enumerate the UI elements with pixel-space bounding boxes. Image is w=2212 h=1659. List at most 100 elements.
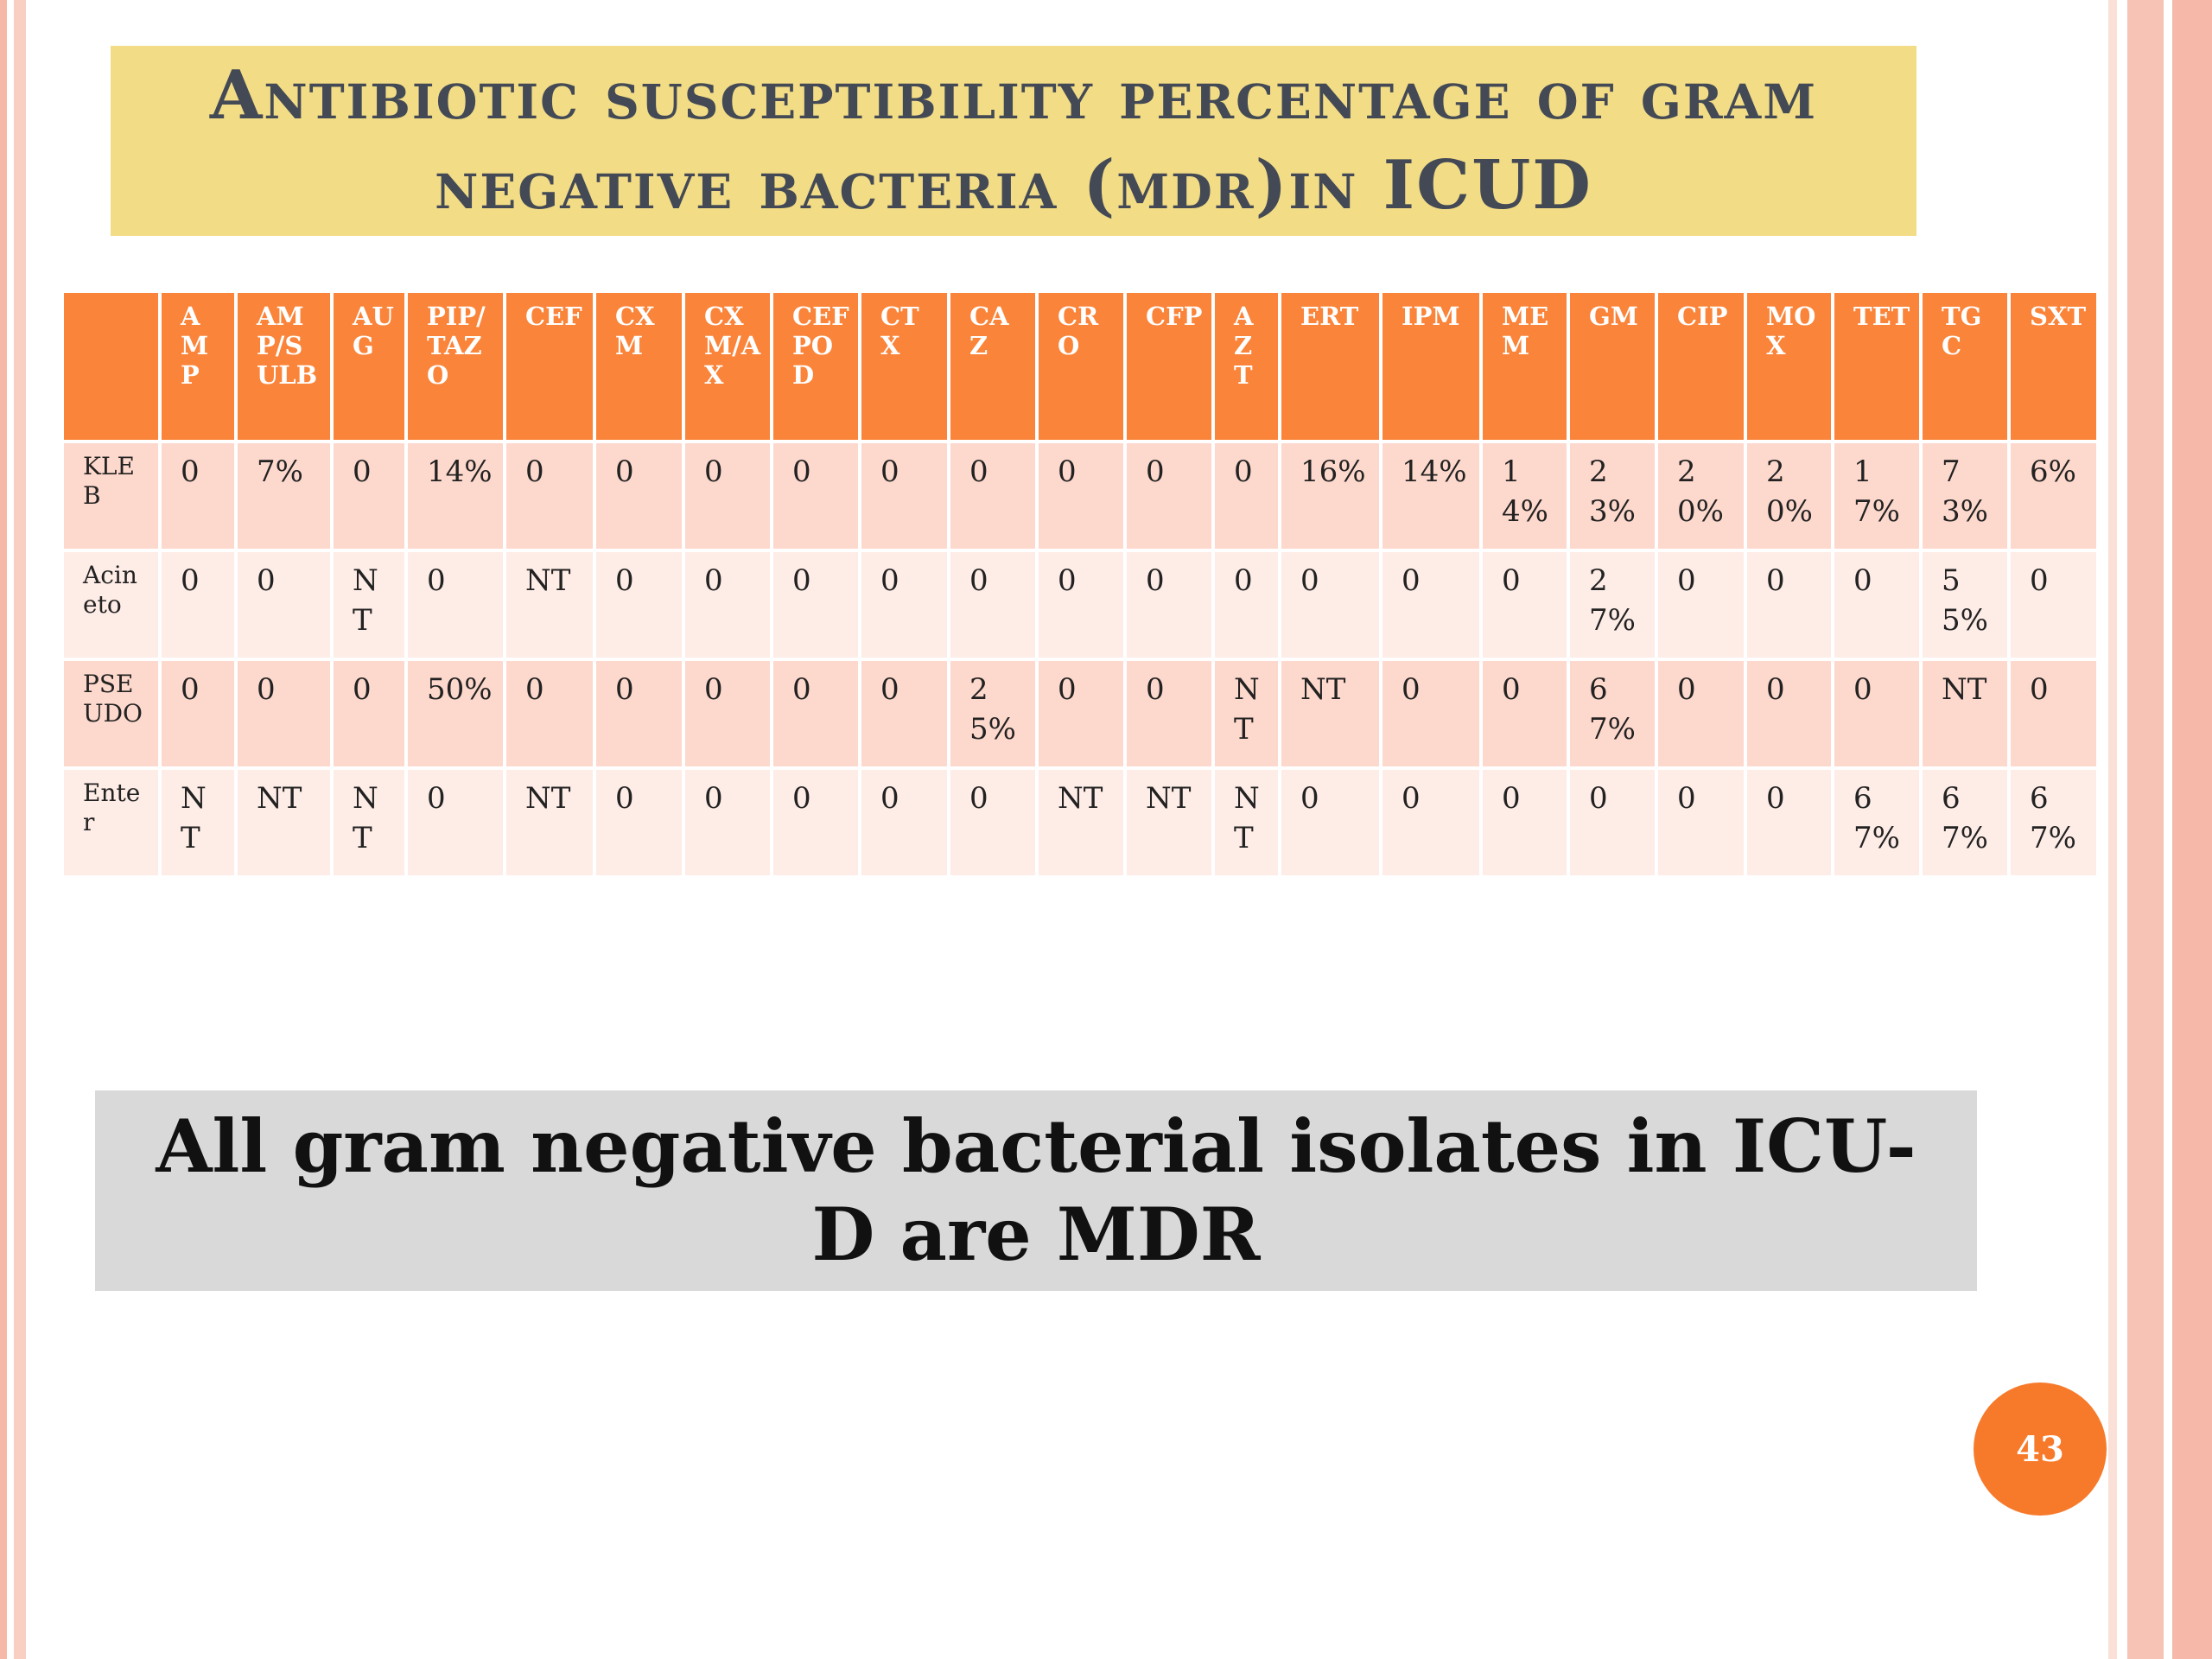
- table-cell: 67%: [2007, 766, 2100, 879]
- table-row: Acineto 0 0 NT 0 NT 0 0 0 0 0 0 0 0 0 0 0 27% 0 0 0 55% 0: [60, 549, 2100, 661]
- header-cell: AMP/SULB: [234, 289, 334, 443]
- table-cell: 0: [1655, 766, 1747, 879]
- conclusion-text: All gram negative bacterial isolates in …: [156, 1103, 1916, 1277]
- header-cell: GM: [1567, 289, 1658, 443]
- table-cell: 0: [1123, 440, 1215, 552]
- table-cell: 23%: [1567, 440, 1658, 552]
- table-cell: 0: [404, 549, 506, 661]
- table-cell: 0: [2007, 549, 2100, 661]
- table-cell: 0: [1379, 658, 1483, 770]
- conclusion-box: All gram negative bacterial isolates in …: [95, 1090, 1977, 1291]
- table-cell: 0: [593, 766, 685, 879]
- header-cell: TGC: [1919, 289, 2011, 443]
- row-header-cell: Acineto: [60, 549, 162, 661]
- title-banner: Antibiotic susceptibility percentage of …: [111, 46, 1916, 236]
- table-cell: 17%: [1831, 440, 1923, 552]
- table-cell: 0: [947, 549, 1039, 661]
- table-cell: 0: [2007, 658, 2100, 770]
- table-cell: 0: [1479, 549, 1570, 661]
- table-cell: NT: [503, 549, 596, 661]
- table-cell: NT: [1211, 658, 1281, 770]
- table-cell: 0: [1211, 440, 1281, 552]
- table-cell: 0: [770, 549, 861, 661]
- table-cell: 0: [1278, 766, 1382, 879]
- table-cell: 16%: [1278, 440, 1382, 552]
- table-cell: 0: [1379, 766, 1483, 879]
- table-cell: 0: [1035, 658, 1127, 770]
- table-cell: 0: [1123, 658, 1215, 770]
- table-cell: 0: [770, 658, 861, 770]
- page-number-badge: 43: [1974, 1382, 2107, 1516]
- header-cell: MOX: [1744, 289, 1834, 443]
- table-cell: 0: [1744, 658, 1834, 770]
- table-cell: 0: [1479, 766, 1570, 879]
- table-row: KLEB 0 7% 0 14% 0 0 0 0 0 0 0 0 0 16% 14% 14% 23% 20% 20% 17…: [60, 440, 2100, 552]
- table-cell: 0: [1035, 549, 1127, 661]
- table-cell: 0: [1035, 440, 1127, 552]
- table-cell: 0: [682, 766, 773, 879]
- table-cell: 0: [770, 766, 861, 879]
- header-cell: IPM: [1379, 289, 1483, 443]
- table-cell: 0: [158, 549, 238, 661]
- table-cell: 7%: [234, 440, 334, 552]
- table-cell: 0: [1831, 549, 1923, 661]
- table-cell: 0: [1655, 658, 1747, 770]
- header-cell: CRO: [1035, 289, 1127, 443]
- table-cell: 20%: [1744, 440, 1834, 552]
- table-cell: NT: [330, 766, 408, 879]
- table-cell: 0: [947, 440, 1039, 552]
- table-cell: 20%: [1655, 440, 1747, 552]
- table-cell: 0: [1479, 658, 1570, 770]
- table-cell: 14%: [404, 440, 506, 552]
- table-cell: 0: [330, 658, 408, 770]
- row-header-cell: PSEUDO: [60, 658, 162, 770]
- table-body: KLEB 0 7% 0 14% 0 0 0 0 0 0 0 0 0 16% 14% 14% 23% 20% 20% 17…: [60, 440, 2100, 879]
- header-cell: AZT: [1211, 289, 1281, 443]
- table-cell: 0: [158, 440, 238, 552]
- table-cell: 0: [1123, 549, 1215, 661]
- table-cell: NT: [330, 549, 408, 661]
- header-cell: CEF: [503, 289, 596, 443]
- table-cell: 0: [1744, 549, 1834, 661]
- table-cell: 0: [858, 549, 950, 661]
- header-cell: MEM: [1479, 289, 1570, 443]
- header-cell: CFP: [1123, 289, 1215, 443]
- table-cell: 0: [503, 440, 596, 552]
- slide-title: Antibiotic susceptibility percentage of …: [209, 56, 1818, 225]
- header-cell: CAZ: [947, 289, 1039, 443]
- table-cell: 0: [593, 658, 685, 770]
- table-cell: 6%: [2007, 440, 2100, 552]
- table-cell: NT: [1123, 766, 1215, 879]
- table-cell: NT: [1919, 658, 2011, 770]
- slide-right-border: [2108, 0, 2212, 1659]
- table-cell: 0: [404, 766, 506, 879]
- table-cell: 0: [503, 658, 596, 770]
- table-cell: 0: [682, 658, 773, 770]
- table-cell: 0: [1379, 549, 1483, 661]
- header-cell: AUG: [330, 289, 408, 443]
- table-cell: 0: [947, 766, 1039, 879]
- table-cell: 67%: [1919, 766, 2011, 879]
- table-cell: NT: [503, 766, 596, 879]
- table-cell: 50%: [404, 658, 506, 770]
- table-cell: 67%: [1567, 658, 1658, 770]
- table-cell: 0: [234, 658, 334, 770]
- table-cell: 14%: [1479, 440, 1570, 552]
- table-cell: 0: [330, 440, 408, 552]
- table-row: Enter NT NT NT 0 NT 0 0 0 0 0 NT NT NT 0 0 0 0 0 0 67% 67% 67%: [60, 766, 2100, 879]
- table-cell: 0: [1567, 766, 1658, 879]
- table-cell: 25%: [947, 658, 1039, 770]
- table-cell: 0: [1278, 549, 1382, 661]
- table-cell: 0: [682, 440, 773, 552]
- table-cell: 0: [593, 440, 685, 552]
- table-cell: 0: [858, 658, 950, 770]
- table-cell: 0: [1655, 549, 1747, 661]
- table-cell: 0: [1211, 549, 1281, 661]
- table-row: PSEUDO 0 0 0 50% 0 0 0 0 0 25% 0 0 NT NT 0 0 67% 0 0 0 NT 0: [60, 658, 2100, 770]
- table-cell: 0: [770, 440, 861, 552]
- header-cell: CXM: [593, 289, 685, 443]
- table-cell: 27%: [1567, 549, 1658, 661]
- row-header-cell: Enter: [60, 766, 162, 879]
- table-cell: NT: [1278, 658, 1382, 770]
- table-cell: 0: [593, 549, 685, 661]
